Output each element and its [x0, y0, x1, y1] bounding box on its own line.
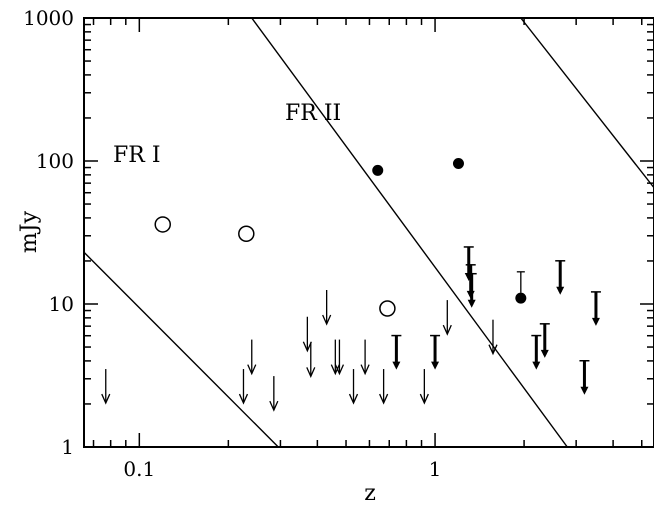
y-tick-label: 100 [36, 149, 74, 173]
plot-area-frame [83, 17, 654, 448]
upper-limit-arrow [379, 369, 389, 405]
upper-limit-arrow [330, 339, 340, 376]
arrow-head [302, 341, 312, 353]
y-tick-label: 1 [61, 435, 74, 459]
arrow-head [348, 393, 359, 405]
filled-circle-point [452, 158, 464, 170]
arrow-head [101, 393, 111, 405]
boundary-line [84, 251, 279, 447]
axis-ticks [84, 17, 654, 448]
arrow-head [532, 361, 541, 370]
boundary-lines [84, 18, 654, 447]
bold-upper-limit-arrow [466, 272, 477, 308]
arrow-head [442, 324, 452, 336]
upper-limit-arrow [302, 316, 312, 353]
error-bar [516, 271, 525, 293]
x-axis-title: z [364, 481, 376, 506]
arrow-head [238, 393, 249, 405]
arrow-head [556, 286, 565, 295]
annotation-fr-ii: FR II [285, 101, 341, 126]
open-circle-point [238, 225, 255, 242]
upper-limit-arrow [322, 290, 332, 326]
annotation-fr-i: FR I [113, 143, 161, 168]
arrow-head [269, 400, 279, 412]
upper-limit-arrow [306, 342, 316, 379]
arrow-head [488, 344, 498, 356]
y-axis-title: mJy [17, 210, 42, 253]
filled-circle-point [372, 164, 384, 176]
bold-upper-limit-arrow [555, 260, 566, 295]
data-points [101, 158, 601, 412]
upper-limit-arrow [334, 339, 345, 376]
arrow-head [419, 393, 429, 405]
arrow-head [591, 317, 600, 326]
upper-limit-arrow [442, 300, 452, 336]
arrow-head [247, 364, 257, 376]
bold-upper-limit-arrow [391, 334, 402, 370]
arrow-head [322, 314, 332, 326]
x-tick-label: 0.1 [123, 457, 155, 481]
arrow-head [334, 364, 345, 376]
bold-upper-limit-arrow [590, 291, 601, 326]
upper-limit-arrow [247, 339, 257, 376]
arrow-head [431, 361, 440, 370]
arrow-head [379, 393, 389, 405]
upper-limit-arrow [419, 369, 429, 405]
y-tick-label: 1000 [23, 6, 74, 30]
open-circle-point [154, 216, 171, 233]
open-circle-point [379, 300, 396, 317]
boundary-line [520, 18, 654, 189]
bold-upper-limit-arrow [430, 334, 441, 370]
axis-tick-labels: 0.1 1 1 10 100 1000 [23, 6, 441, 481]
upper-limit-arrow [101, 369, 111, 405]
arrow-head [540, 349, 549, 358]
arrow-head [580, 386, 589, 395]
arrow-head [467, 299, 476, 308]
upper-limit-arrow [348, 369, 359, 405]
bold-upper-limit-arrow [531, 334, 542, 370]
y-tick-label: 10 [49, 292, 74, 316]
upper-limit-arrow [488, 319, 498, 356]
bold-upper-limit-arrow [539, 323, 550, 358]
arrow-head [330, 364, 340, 376]
bold-upper-limit-arrow [579, 360, 590, 395]
arrow-head [392, 361, 401, 370]
x-tick-label: 1 [429, 457, 442, 481]
upper-limit-arrow [238, 369, 249, 405]
arrow-head [360, 364, 370, 376]
filled-circle-point [515, 292, 527, 304]
arrow-head [306, 367, 316, 379]
upper-limit-arrow [269, 376, 279, 412]
boundary-line [251, 18, 568, 447]
upper-limit-arrow [360, 339, 370, 376]
